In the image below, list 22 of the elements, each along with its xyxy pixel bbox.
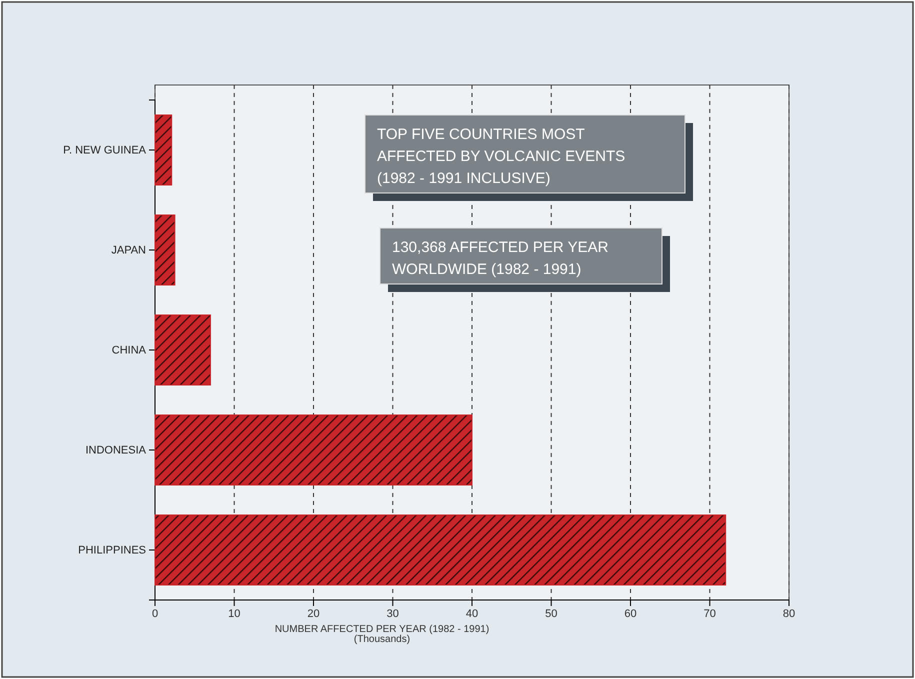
x-tick-label: 30	[386, 608, 399, 620]
y-tick-label: JAPAN	[111, 244, 146, 257]
bar	[154, 214, 176, 286]
x-tick-label: 80	[782, 608, 796, 620]
y-tick-label: PHILIPPINES	[78, 544, 146, 557]
x-tick-label: 50	[545, 608, 558, 620]
bar	[154, 414, 472, 486]
bar	[154, 314, 211, 386]
x-tick-label: 0	[152, 608, 158, 620]
bar	[154, 514, 726, 586]
x-tick-label: 10	[228, 608, 240, 620]
text: TOP FIVE COUNTRIES MOST AFFECTED BY VOLCANIC EVENTS (1982 - 1991 INCLUSIVE)	[377, 126, 626, 187]
x-tick-label: 70	[704, 608, 716, 620]
y-tick-label: CHINA	[112, 344, 147, 357]
y-tick-label: P. NEW GUINEA	[63, 144, 147, 157]
x-axis-title: NUMBER AFFECTED PER YEAR (1982 - 1991) (Thousands)	[274, 624, 490, 645]
bar	[154, 114, 172, 186]
x-tick-label: 40	[466, 608, 478, 620]
x-tick-label: 20	[307, 608, 320, 620]
y-tick-label: INDONESIA	[85, 444, 147, 457]
x-tick-label: 60	[624, 608, 637, 620]
annotation: 130,368 AFFECTED PER YEAR WORLDWIDE (1982 - 1991)	[392, 239, 609, 278]
